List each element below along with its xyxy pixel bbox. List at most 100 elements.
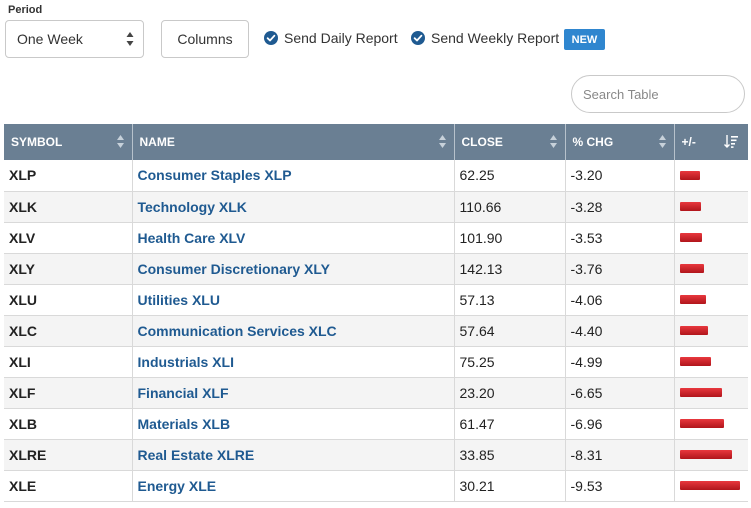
header-close[interactable]: CLOSE [454, 124, 566, 160]
pct-chg-cell: -3.53 [565, 222, 675, 254]
change-bar-cell [674, 222, 748, 254]
search-input[interactable] [571, 75, 745, 113]
check-circle-icon [264, 31, 278, 45]
negative-change-bar [679, 326, 708, 335]
close-cell: 75.25 [454, 346, 566, 378]
pct-chg-cell: -6.96 [565, 408, 675, 440]
name-cell: Technology XLK [132, 191, 455, 223]
close-cell: 110.66 [454, 191, 566, 223]
negative-change-bar [679, 264, 704, 273]
name-cell: Industrials XLI [132, 346, 455, 378]
table-row: XLI Industrials XLI 75.25 -4.99 [4, 346, 748, 378]
header-name-label: NAME [139, 135, 175, 149]
period-select[interactable]: One Week [5, 20, 144, 58]
header-close-label: CLOSE [461, 135, 503, 149]
change-bar-cell [674, 439, 748, 471]
weekly-report-option[interactable]: Send Weekly Report [411, 30, 559, 46]
sector-table: SYMBOL NAME CLOSE % CHG +/- [4, 124, 748, 502]
symbol-cell: XLB [4, 408, 133, 440]
table-row: XLK Technology XLK 110.66 -3.28 [4, 191, 748, 223]
close-cell: 61.47 [454, 408, 566, 440]
symbol-cell: XLK [4, 191, 133, 223]
name-link[interactable]: Industrials XLI [137, 353, 234, 370]
sort-icon [549, 135, 557, 148]
change-bar-cell [674, 470, 748, 502]
name-cell: Health Care XLV [132, 222, 455, 254]
change-bar-cell [674, 191, 748, 223]
negative-change-bar [679, 233, 702, 242]
symbol-cell: XLC [4, 315, 133, 347]
negative-change-bar [679, 388, 722, 397]
change-bar-cell [674, 377, 748, 409]
symbol-cell: XLRE [4, 439, 133, 471]
name-cell: Communication Services XLC [132, 315, 455, 347]
pct-chg-cell: -3.20 [565, 160, 675, 192]
close-cell: 62.25 [454, 160, 566, 192]
columns-button[interactable]: Columns [161, 20, 249, 58]
name-cell: Materials XLB [132, 408, 455, 440]
table-row: XLY Consumer Discretionary XLY 142.13 -3.76 [4, 253, 748, 285]
symbol-cell: XLV [4, 222, 133, 254]
name-link[interactable]: Consumer Staples XLP [137, 167, 292, 184]
weekly-report-label: Send Weekly Report [431, 30, 560, 46]
pct-chg-cell: -8.31 [565, 439, 675, 471]
name-cell: Real Estate XLRE [132, 439, 455, 471]
close-cell: 142.13 [454, 253, 566, 285]
pct-chg-cell: -3.28 [565, 191, 675, 223]
table-row: XLC Communication Services XLC 57.64 -4.40 [4, 315, 748, 347]
table-row: XLF Financial XLF 23.20 -6.65 [4, 377, 748, 409]
header-plus-minus-label: +/- [681, 135, 696, 149]
name-link[interactable]: Financial XLF [137, 384, 229, 401]
name-link[interactable]: Energy XLE [137, 477, 217, 494]
negative-change-bar [679, 357, 711, 366]
change-bar-cell [674, 160, 748, 192]
negative-change-bar [679, 202, 701, 211]
close-cell: 57.64 [454, 315, 566, 347]
negative-change-bar [679, 295, 706, 304]
header-pct-chg[interactable]: % CHG [565, 124, 675, 160]
header-symbol[interactable]: SYMBOL [4, 124, 133, 160]
new-badge: NEW [564, 29, 605, 50]
pct-chg-cell: -4.40 [565, 315, 675, 347]
table-row: XLB Materials XLB 61.47 -6.96 [4, 408, 748, 440]
period-select-value: One Week [17, 31, 83, 47]
header-name[interactable]: NAME [132, 124, 455, 160]
table-row: XLRE Real Estate XLRE 33.85 -8.31 [4, 439, 748, 471]
daily-report-label: Send Daily Report [284, 30, 398, 46]
symbol-cell: XLY [4, 253, 133, 285]
name-cell: Financial XLF [132, 377, 455, 409]
close-cell: 57.13 [454, 284, 566, 316]
header-plus-minus[interactable]: +/- [674, 124, 748, 160]
daily-report-option[interactable]: Send Daily Report [264, 30, 398, 46]
pct-chg-cell: -4.06 [565, 284, 675, 316]
negative-change-bar [679, 170, 700, 180]
sort-icon [438, 135, 446, 148]
period-label: Period [8, 4, 43, 16]
close-cell: 33.85 [454, 439, 566, 471]
name-cell: Consumer Discretionary XLY [132, 253, 455, 285]
change-bar-cell [674, 408, 748, 440]
name-link[interactable]: Materials XLB [137, 415, 231, 432]
name-link[interactable]: Communication Services XLC [137, 322, 337, 339]
name-cell: Consumer Staples XLP [132, 160, 455, 192]
change-bar-cell [674, 253, 748, 285]
sort-descending-icon [724, 135, 738, 148]
name-link[interactable]: Consumer Discretionary XLY [137, 260, 330, 277]
table-row: XLV Health Care XLV 101.90 -3.53 [4, 222, 748, 254]
negative-change-bar [679, 450, 732, 459]
pct-chg-cell: -6.65 [565, 377, 675, 409]
check-circle-icon [411, 31, 425, 45]
close-cell: 101.90 [454, 222, 566, 254]
table-row: XLE Energy XLE 30.21 -9.53 [4, 470, 748, 502]
close-cell: 23.20 [454, 377, 566, 409]
negative-change-bar [679, 419, 724, 428]
name-link[interactable]: Utilities XLU [137, 291, 220, 308]
table-row: XLP Consumer Staples XLP 62.25 -3.20 [4, 160, 748, 192]
symbol-cell: XLF [4, 377, 133, 409]
name-cell: Energy XLE [132, 470, 455, 502]
name-link[interactable]: Technology XLK [137, 198, 247, 215]
table-header-row: SYMBOL NAME CLOSE % CHG +/- [4, 124, 748, 160]
name-link[interactable]: Health Care XLV [137, 229, 246, 246]
name-link[interactable]: Real Estate XLRE [137, 446, 255, 463]
pct-chg-cell: -9.53 [565, 470, 675, 502]
